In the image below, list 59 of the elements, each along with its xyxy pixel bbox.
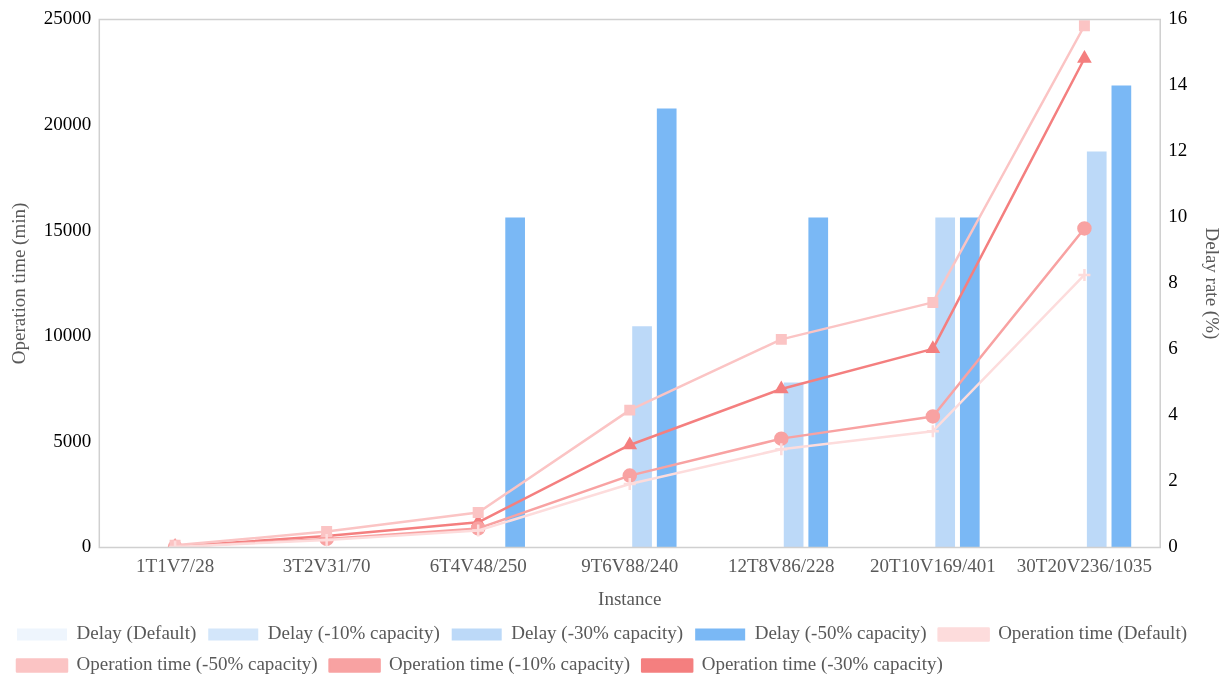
bar <box>656 108 677 548</box>
y2-tick-label: 0 <box>1168 535 1178 557</box>
y-tick-label: 5000 <box>53 429 92 451</box>
bar <box>632 326 652 548</box>
bar <box>505 217 525 548</box>
point <box>624 404 636 416</box>
y2-axis-title: Delay rate (%) <box>1200 227 1223 340</box>
point <box>623 437 637 450</box>
y2-tick-label: 6 <box>1168 337 1178 359</box>
legend-label: Delay (Default) <box>76 622 197 645</box>
bar <box>783 382 804 548</box>
x-tick-label: 30T20V236/1035 <box>1016 554 1152 576</box>
point <box>1077 221 1092 236</box>
y-tick-label: 25000 <box>43 7 92 29</box>
x-tick-label: 1T1V7/28 <box>136 554 215 576</box>
x-tick-label: 3T2V31/70 <box>282 554 371 576</box>
x-tick-label: 20T10V169/401 <box>870 554 996 576</box>
point <box>472 507 484 519</box>
point <box>926 341 940 354</box>
y2-tick-label: 12 <box>1168 139 1188 161</box>
x-tick-label: 9T6V88/240 <box>581 554 679 576</box>
y2-tick-label: 10 <box>1168 205 1188 227</box>
bar <box>1086 151 1107 548</box>
bar <box>808 217 829 548</box>
bar <box>935 217 956 548</box>
y2-tick-label: 2 <box>1168 469 1178 491</box>
legend-label: Operation time (-10% capacity) <box>389 653 631 676</box>
x-axis-title: Instance <box>598 587 662 609</box>
point <box>774 441 789 457</box>
point <box>925 409 941 424</box>
legend-label: Delay (-50% capacity) <box>754 622 927 645</box>
legend-label: Delay (-30% capacity) <box>511 622 684 645</box>
bar <box>1111 85 1132 548</box>
point <box>622 468 637 483</box>
point <box>774 381 788 394</box>
legend-label: Delay (-10% capacity) <box>267 622 440 645</box>
legend-label: Operation time (Default) <box>998 622 1188 645</box>
bar <box>959 217 980 548</box>
point <box>1077 267 1092 283</box>
y-tick-label: 20000 <box>43 112 92 134</box>
y2-tick-label: 14 <box>1168 73 1188 95</box>
point <box>1078 20 1090 32</box>
legend-label: Operation time (-50% capacity) <box>76 653 318 676</box>
y-axis-title: Operation time (min) <box>8 202 31 365</box>
y-tick-label: 0 <box>81 535 92 557</box>
point <box>927 296 939 308</box>
point <box>1077 51 1091 63</box>
y2-tick-label: 16 <box>1168 7 1188 29</box>
point <box>622 476 637 492</box>
y-tick-label: 10000 <box>43 324 92 346</box>
x-tick-label: 12T8V86/228 <box>728 554 835 576</box>
y2-tick-label: 8 <box>1168 271 1178 293</box>
y-tick-label: 15000 <box>43 218 92 240</box>
y2-tick-label: 4 <box>1168 403 1179 425</box>
legend-label: Operation time (-30% capacity) <box>701 653 943 676</box>
x-tick-label: 6T4V48/250 <box>429 554 527 576</box>
point <box>925 423 941 439</box>
point <box>775 333 787 345</box>
point <box>774 431 789 446</box>
